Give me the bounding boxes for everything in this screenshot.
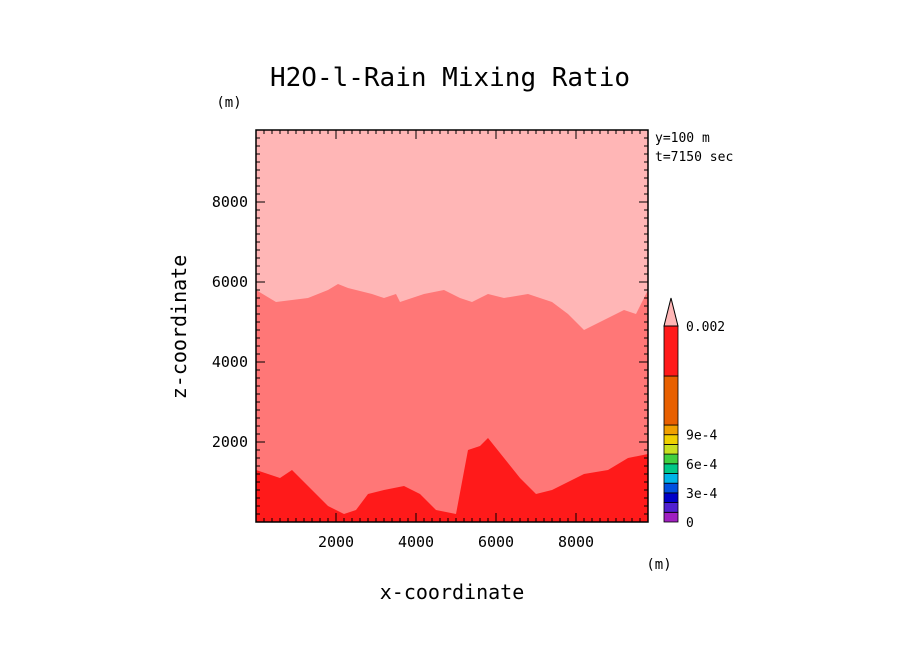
y-tick-label: 6000 — [212, 273, 248, 291]
colorbar-swatch — [663, 443, 679, 455]
y-axis-label: z-coordinate — [167, 255, 191, 400]
colorbar-swatch — [663, 424, 679, 436]
x-axis-ticks: 2000 4000 6000 8000 — [263, 130, 641, 551]
region-middle-layer — [256, 284, 648, 522]
colorbar-label: 3e-4 — [686, 487, 717, 502]
x-tick-label: 4000 — [398, 533, 434, 551]
x-tick-label: 2000 — [318, 533, 354, 551]
colorbar-swatch — [663, 473, 679, 484]
chart-title: H2O-l-Rain Mixing Ratio — [270, 63, 630, 93]
colorbar-extend-arrow — [663, 297, 679, 327]
colorbar-swatch — [663, 511, 679, 523]
colorbar-swatch — [663, 463, 679, 474]
colorbar-swatch — [663, 482, 679, 494]
y-unit-label: (m) — [216, 95, 241, 111]
x-tick-label: 6000 — [478, 533, 514, 551]
x-unit-label: (m) — [646, 557, 671, 573]
colorbar-swatch — [663, 502, 679, 513]
y-tick-label: 4000 — [212, 353, 248, 371]
plot-area — [256, 130, 648, 522]
colorbar-label: 9e-4 — [686, 429, 717, 444]
y-tick-label: 2000 — [212, 433, 248, 451]
y-axis-ticks: 2000 4000 6000 8000 — [212, 137, 648, 515]
region-lower-band — [256, 438, 648, 522]
colorbar: 0.002 9e-4 6e-4 3e-4 0 — [663, 297, 725, 531]
x-tick-label: 8000 — [558, 533, 594, 551]
y-tick-label: 8000 — [212, 193, 248, 211]
info-time: t=7150 sec — [655, 150, 733, 165]
x-axis-label: x-coordinate — [380, 580, 525, 604]
colorbar-swatch — [663, 434, 679, 445]
colorbar-swatch — [663, 453, 679, 465]
colorbar-swatch — [663, 325, 679, 377]
colorbar-label: 6e-4 — [686, 458, 717, 473]
plot-frame — [255, 129, 649, 523]
colorbar-swatch — [663, 375, 679, 426]
info-y-position: y=100 m — [655, 131, 710, 146]
colorbar-label: 0 — [686, 516, 694, 531]
colorbar-swatch — [663, 492, 679, 503]
colorbar-label: 0.002 — [686, 320, 725, 335]
